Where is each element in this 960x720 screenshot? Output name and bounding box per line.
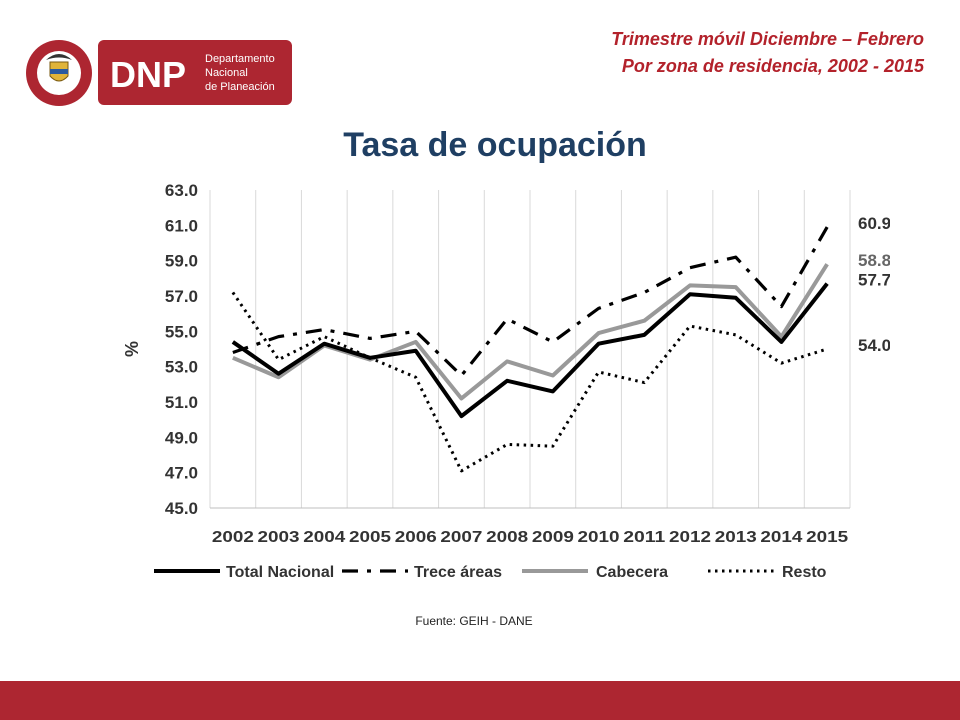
line-chart: 45.0 47.0 49.0 51.0 53.0 55.0 57.0 59.0 61.0 63.0… (122, 181, 890, 581)
x-tick-label: 2006 (395, 529, 437, 546)
x-tick-label: 2014 (760, 529, 802, 546)
y-tick-label: 55.0 (165, 322, 198, 341)
x-tick-label: 2004 (303, 529, 345, 546)
legend-label: Resto (782, 564, 827, 581)
end-value-label: 60.9 (858, 214, 890, 233)
colombia-seal-icon (26, 40, 92, 106)
series-line-trece-reas (232, 226, 829, 378)
x-tick-label: 2005 (349, 529, 391, 546)
end-value-label: 57.7 (858, 271, 890, 290)
end-value-label: 58.8 (858, 251, 890, 270)
y-tick-label: 61.0 (165, 216, 198, 235)
legend-label: Trece áreas (414, 564, 502, 581)
y-tick-label: 51.0 (165, 393, 198, 412)
y-axis-label: % (122, 341, 142, 357)
dnp-logo: DNP Departamento Nacional de Planeación (26, 40, 292, 106)
chart-title: Tasa de ocupación (343, 126, 647, 164)
x-tick-label: 2015 (806, 529, 848, 546)
y-tick-label: 49.0 (165, 428, 198, 447)
y-tick-label: 59.0 (165, 252, 198, 271)
end-value-label: 54.0 (858, 336, 890, 355)
y-tick-label: 53.0 (165, 358, 198, 377)
x-tick-label: 2009 (532, 529, 574, 546)
x-tick-label: 2012 (669, 529, 711, 546)
x-tick-label: 2003 (258, 529, 300, 546)
x-tick-label: 2002 (212, 529, 254, 546)
y-tick-label: 57.0 (165, 287, 198, 306)
brand-box (98, 40, 292, 105)
brand-name-line-2: Nacional (205, 67, 248, 79)
footer-bar (0, 681, 960, 720)
x-tick-label: 2008 (486, 529, 528, 546)
y-tick-label: 45.0 (165, 499, 198, 518)
x-tick-label: 2011 (623, 529, 665, 546)
legend-label: Cabecera (596, 564, 668, 581)
brand-name-line-1: Departamento (205, 53, 275, 65)
legend-label: Total Nacional (226, 564, 334, 581)
brand-name-line-3: de Planeación (205, 81, 275, 93)
header-line-2: Por zona de residencia, 2002 - 2015 (621, 56, 924, 76)
x-tick-label: 2007 (440, 529, 482, 546)
x-tick-label: 2010 (578, 529, 620, 546)
brand-text: DNP (110, 54, 186, 95)
header-subtitle: Trimestre móvil Diciembre – Febrero Por … (611, 26, 924, 80)
x-tick-label: 2013 (715, 529, 757, 546)
header-line-1: Trimestre móvil Diciembre – Febrero (611, 29, 924, 49)
series-line-total-nacional (231, 282, 829, 419)
y-tick-label: 63.0 (165, 181, 198, 200)
series-line-resto (231, 291, 828, 473)
y-tick-label: 47.0 (165, 464, 198, 483)
source-note: Fuente: GEIH - DANE (415, 614, 533, 628)
